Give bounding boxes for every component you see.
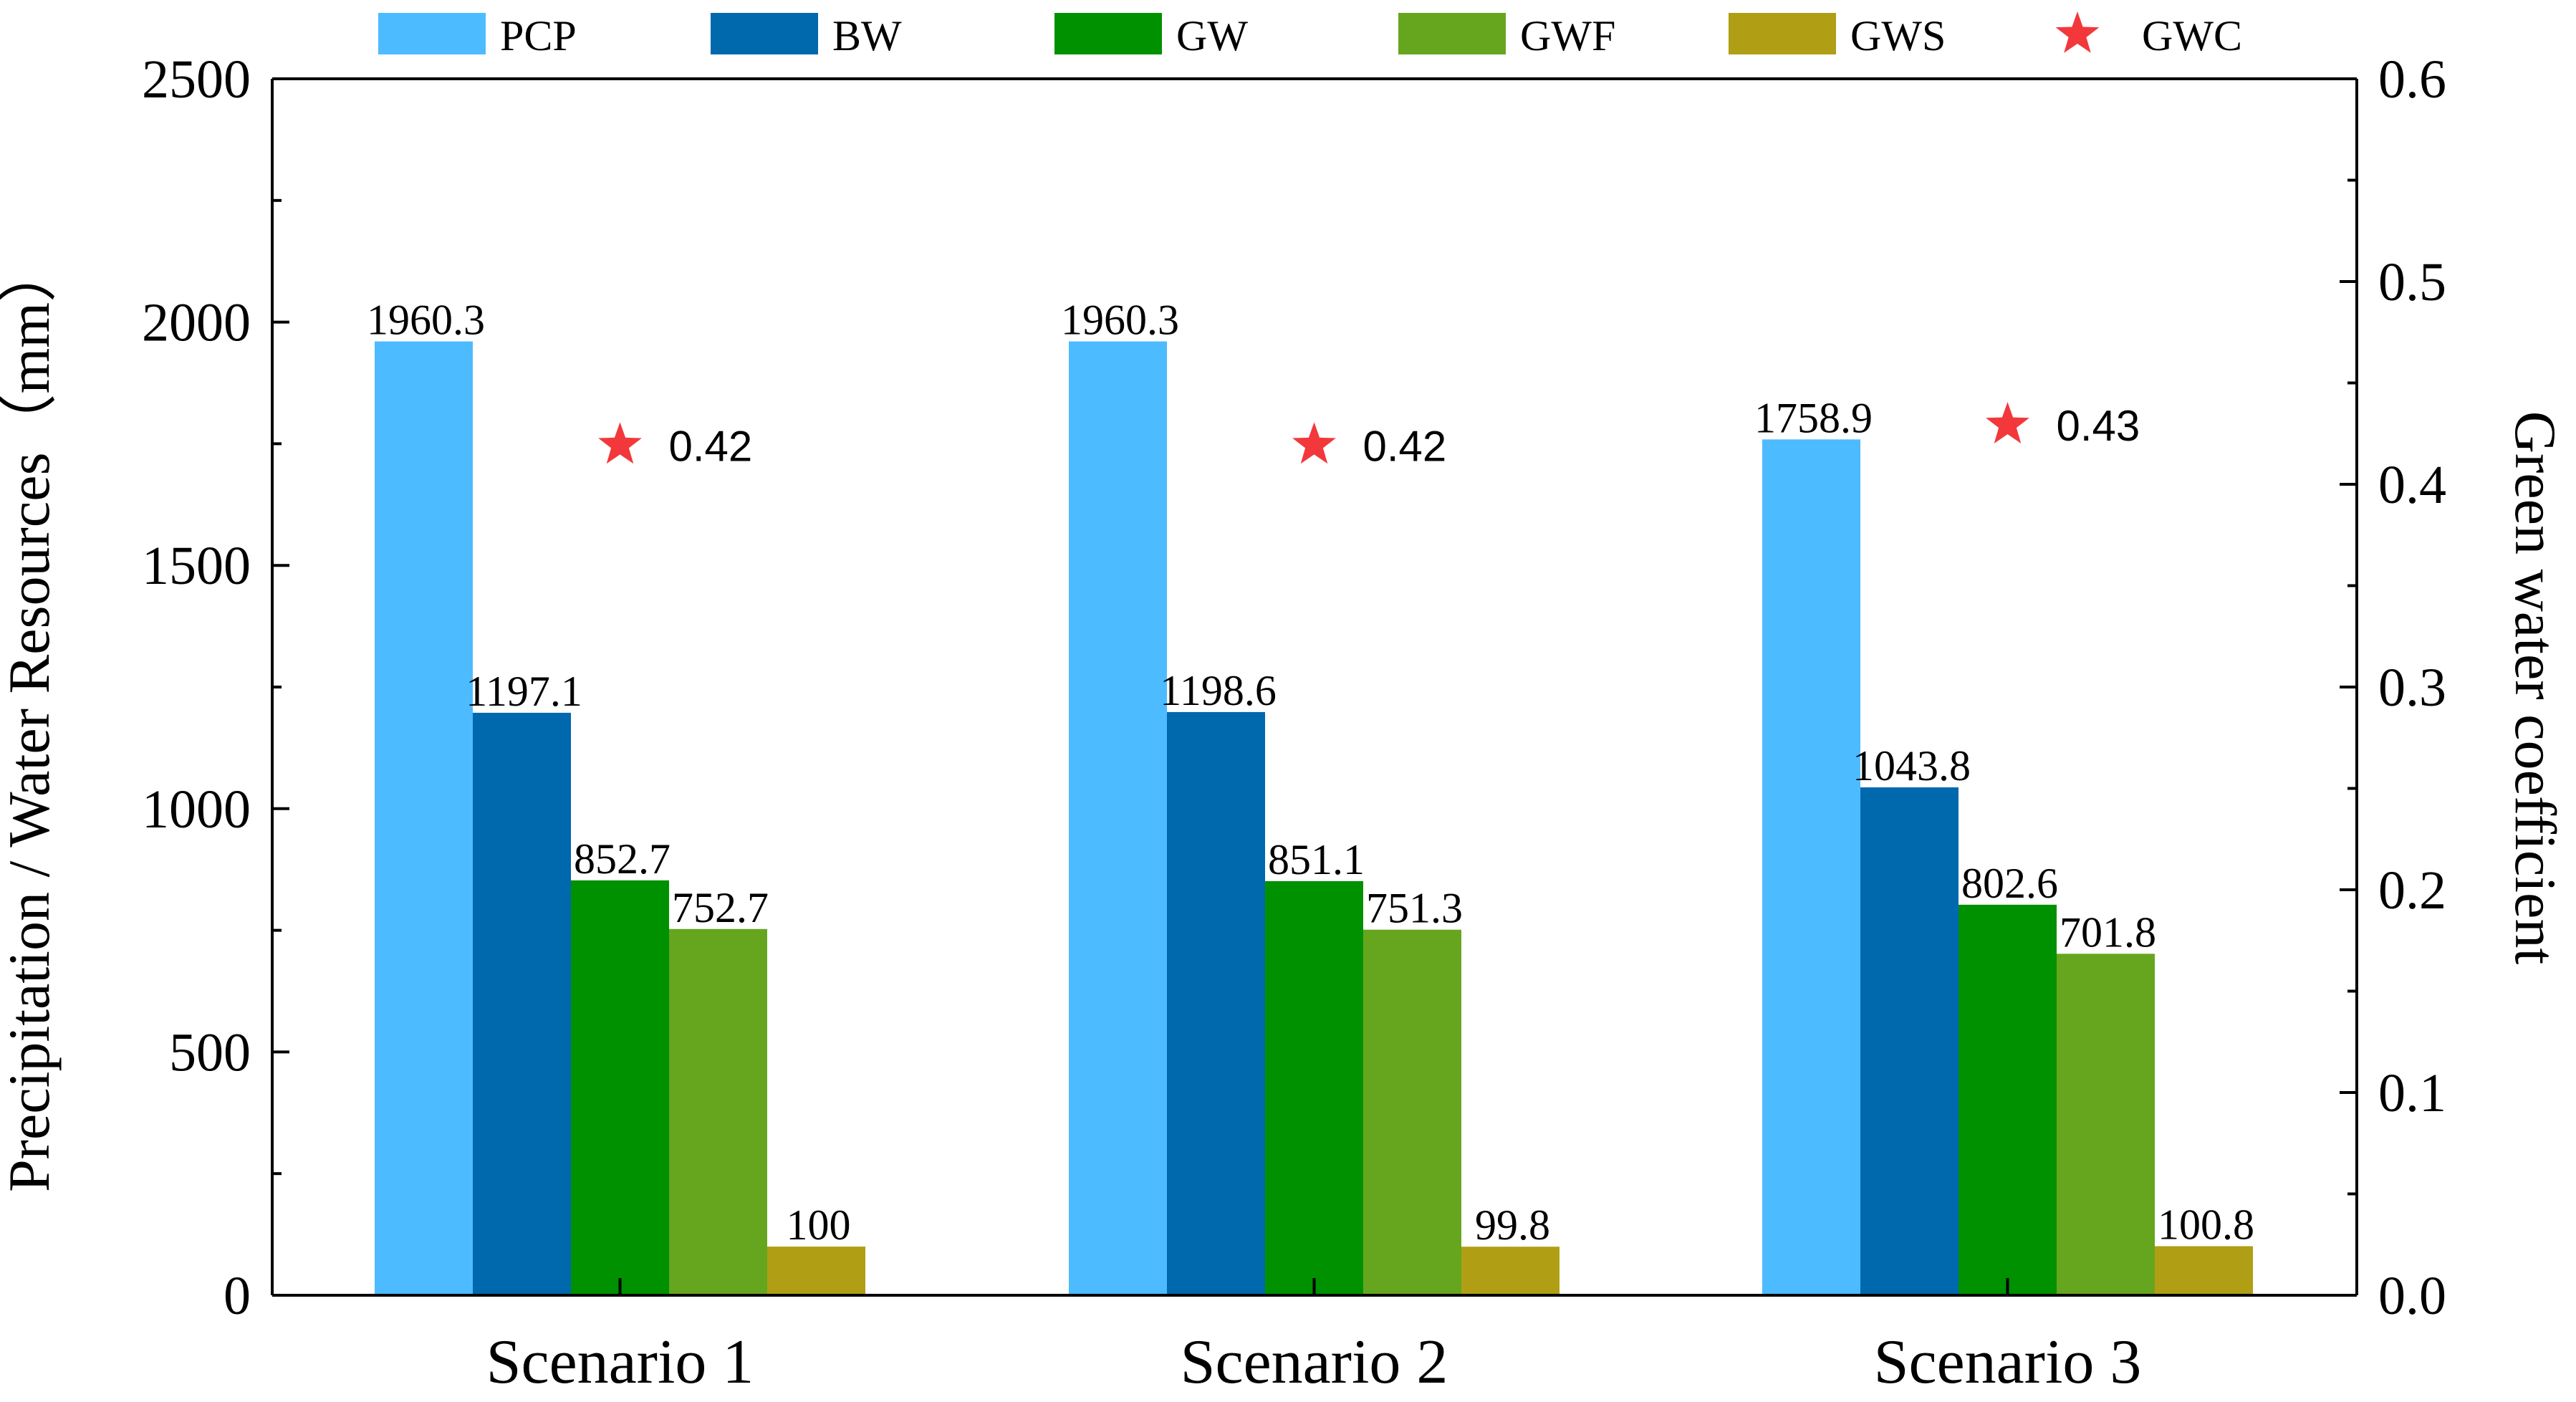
y2-tick-label: 0.2 bbox=[2378, 860, 2446, 921]
gwc-label-2: 0.42 bbox=[1363, 422, 1447, 470]
y-tick-label: 1500 bbox=[142, 536, 251, 596]
data-label-gw-1: 852.7 bbox=[574, 835, 671, 883]
legend-swatch-bw bbox=[711, 13, 818, 54]
gwc-star-2 bbox=[1292, 422, 1336, 464]
bar-gwf-3 bbox=[2057, 954, 2155, 1295]
data-label-gw-3: 802.6 bbox=[1961, 860, 2058, 907]
legend-swatch-gws bbox=[1729, 13, 1836, 54]
y-tick-label: 1000 bbox=[142, 779, 251, 840]
y2-tick-label: 0.3 bbox=[2378, 658, 2446, 718]
legend-label-gwf: GWF bbox=[1520, 12, 1615, 59]
data-label-gwf-3: 701.8 bbox=[2060, 908, 2156, 956]
legend-label-gw: GW bbox=[1176, 12, 1248, 59]
bar-bw-3 bbox=[1860, 787, 1959, 1295]
y-tick-label: 2000 bbox=[142, 293, 251, 353]
bar-gw-1 bbox=[571, 880, 669, 1295]
bar-group bbox=[375, 341, 2253, 1296]
y2-tick-label: 0.1 bbox=[2378, 1063, 2446, 1123]
legend-label-gws: GWS bbox=[1850, 12, 1946, 59]
data-label-bw-3: 1043.8 bbox=[1852, 742, 1971, 789]
bar-bw-2 bbox=[1167, 711, 1265, 1295]
data-label-pcp-2: 1960.3 bbox=[1061, 297, 1179, 344]
data-label-bw-1: 1197.1 bbox=[466, 668, 582, 715]
y-tick-label: 500 bbox=[169, 1022, 251, 1082]
bar-pcp-3 bbox=[1762, 439, 1860, 1295]
y2-tick-label: 0.4 bbox=[2378, 455, 2446, 515]
legend-label-pcp: PCP bbox=[500, 12, 577, 59]
data-label-gws-1: 100 bbox=[787, 1201, 851, 1249]
category-label-1: Scenario 1 bbox=[486, 1327, 754, 1397]
data-label-pcp-3: 1758.9 bbox=[1754, 394, 1873, 441]
gwc-star-1 bbox=[598, 422, 642, 464]
gwc-star-3 bbox=[1986, 402, 2029, 443]
data-label-gws-2: 99.8 bbox=[1475, 1201, 1550, 1249]
bar-gws-1 bbox=[767, 1247, 865, 1295]
legend-swatch-gw bbox=[1054, 13, 1162, 54]
gwc-label-1: 0.42 bbox=[669, 422, 753, 470]
gwc-label-3: 0.43 bbox=[2057, 402, 2140, 450]
data-label-gwf-1: 752.7 bbox=[672, 884, 769, 931]
category-label-2: Scenario 2 bbox=[1181, 1327, 1448, 1397]
bar-pcp-1 bbox=[375, 341, 473, 1296]
y2-tick-label: 0.5 bbox=[2378, 252, 2446, 312]
data-label-pcp-1: 1960.3 bbox=[367, 297, 485, 344]
bar-gwf-1 bbox=[669, 928, 767, 1295]
bar-gwf-2 bbox=[1363, 929, 1461, 1295]
legend-label-gwc: GWC bbox=[2142, 12, 2242, 59]
category-label-group: Scenario 1 Scenario 2 Scenario 3 bbox=[486, 1278, 2142, 1397]
bar-gw-3 bbox=[1959, 904, 2057, 1295]
legend-swatch-gwc bbox=[2055, 11, 2100, 53]
tick-group: 0 500 1000 1500 2000 2500 0.0 0.1 0.2 0.3 0.4 0.5 0.… bbox=[142, 49, 2446, 1326]
data-label-gwf-2: 751.3 bbox=[1366, 885, 1463, 932]
y-axis-title: Precipitation / Water Resources（mm） bbox=[0, 244, 62, 1192]
legend-swatch-pcp bbox=[378, 13, 486, 54]
bar-gw-2 bbox=[1265, 880, 1363, 1295]
legend-label-bw: BW bbox=[832, 12, 902, 59]
y2-tick-label: 0.0 bbox=[2378, 1266, 2446, 1326]
category-label-3: Scenario 3 bbox=[1874, 1327, 2142, 1397]
bar-gws-2 bbox=[1461, 1247, 1559, 1295]
y2-axis-title: Green water coefficient bbox=[2503, 411, 2568, 965]
bar-bw-1 bbox=[473, 712, 571, 1295]
data-label-gws-3: 100.8 bbox=[2158, 1201, 2254, 1249]
data-label-bw-2: 1198.6 bbox=[1160, 667, 1277, 714]
y-tick-label: 0 bbox=[224, 1266, 251, 1326]
legend-swatch-gwf bbox=[1398, 13, 1506, 54]
bar-gws-3 bbox=[2155, 1246, 2253, 1295]
gwc-marker-group: 0.42 0.42 0.43 bbox=[598, 402, 2140, 470]
data-label-gw-2: 851.1 bbox=[1268, 836, 1365, 883]
bar-pcp-2 bbox=[1069, 341, 1167, 1296]
y-tick-label: 2500 bbox=[142, 49, 251, 110]
y2-tick-label: 0.6 bbox=[2378, 49, 2446, 110]
legend: PCP BW GW GWF GWS GWC bbox=[378, 11, 2242, 59]
